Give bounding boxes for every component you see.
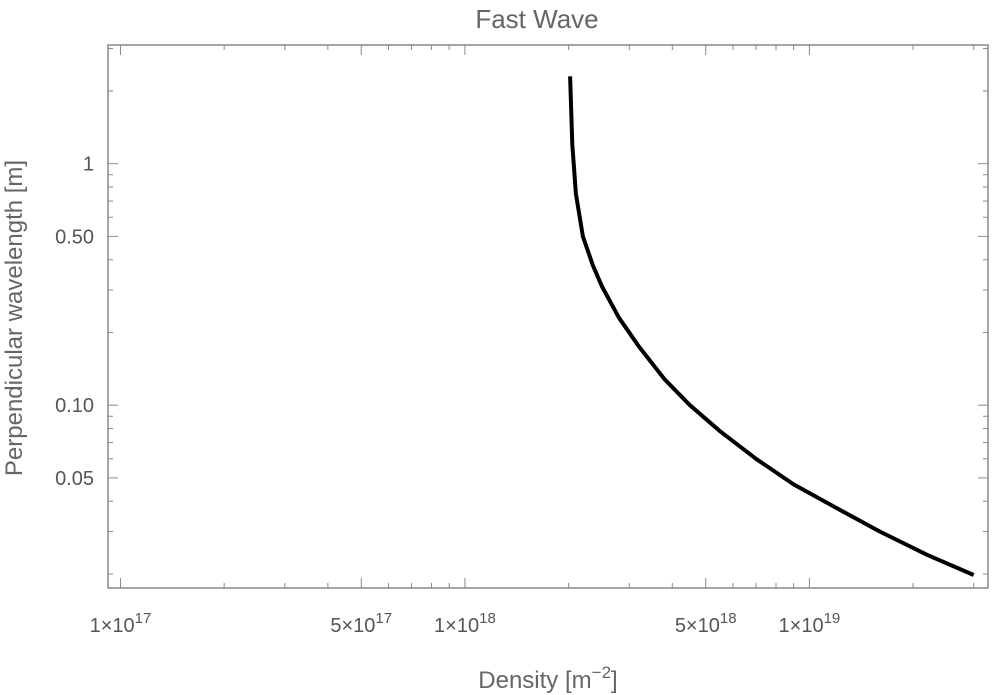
series-layer (568, 76, 975, 577)
plot-frame (107, 44, 989, 589)
x-tick-label: 1×1018 (434, 610, 496, 637)
x-axis-label-text: Density [m (478, 667, 591, 694)
x-tick-label: 1×1019 (779, 610, 841, 637)
major-ticks (108, 45, 988, 588)
y-axis-label: Perpendicular wavelength [m] (1, 160, 28, 476)
y-tick-label: 0.05 (55, 468, 94, 490)
x-tick-label: 5×1017 (330, 610, 392, 637)
x-tick-label: 1×1017 (90, 610, 152, 637)
chart-title: Fast Wave (475, 4, 598, 34)
x-axis-label: Density [m−2] (478, 663, 617, 694)
x-axis-label-close: ] (611, 667, 618, 694)
series-line (568, 76, 975, 577)
x-axis-label-sup: −2 (592, 663, 611, 682)
y-tick-label: 0.50 (55, 226, 94, 248)
y-tick-labels: 1 0.50 0.10 0.05 (55, 154, 94, 490)
x-tick-labels: 1×1017 5×1017 1×1018 5×1018 1×1019 (90, 610, 841, 637)
x-tick-label: 5×1018 (675, 610, 737, 637)
y-tick-label: 1 (83, 154, 94, 176)
y-tick-label: 0.10 (55, 395, 94, 417)
minor-ticks (108, 45, 988, 588)
